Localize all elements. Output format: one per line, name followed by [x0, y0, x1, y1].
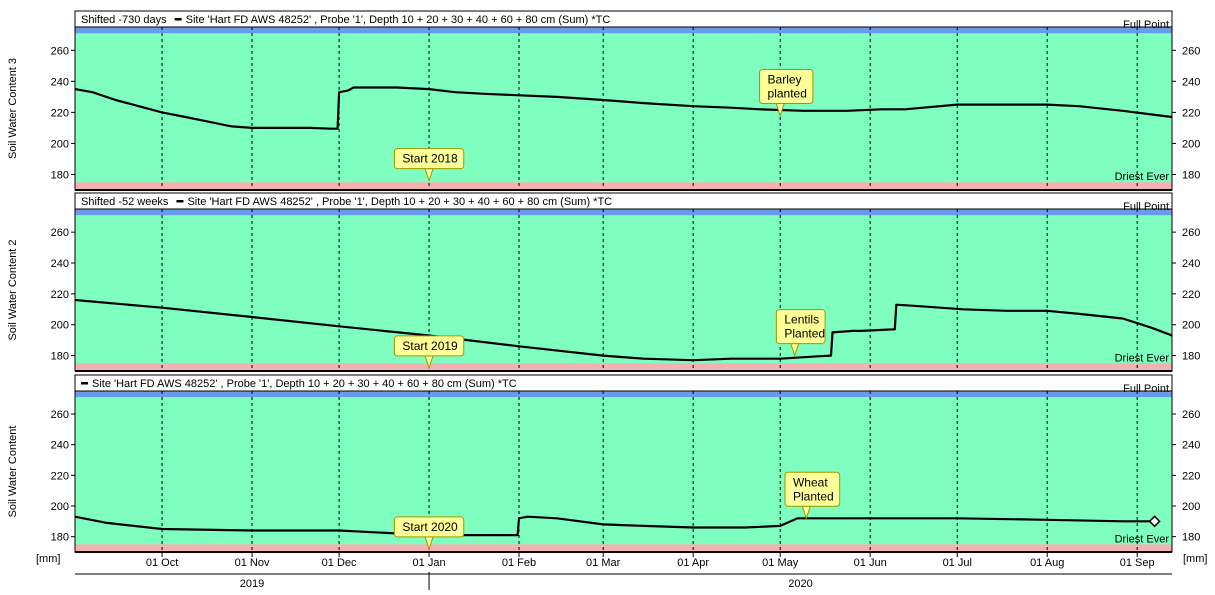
legend-line-swatch	[81, 382, 88, 385]
unit-label-right: [mm]	[1183, 553, 1207, 565]
legend-label: Site 'Hart FD AWS 48252' , Probe '1', De…	[92, 378, 517, 390]
legend-label: Site 'Hart FD AWS 48252' , Probe '1', De…	[187, 196, 612, 208]
annotation-label: planted	[768, 86, 807, 100]
driest-ever-band	[75, 544, 1172, 552]
y-tick-label-right: 260	[1182, 45, 1200, 57]
y-axis-label: Soil Water Content 2	[7, 239, 19, 340]
annotation-box	[775, 309, 826, 345]
annotation-label: Planted	[793, 489, 834, 503]
x-tick-label: 01 May	[762, 557, 799, 569]
legend-line-swatch	[176, 200, 184, 203]
x-tick-label: 01 Nov	[235, 557, 270, 569]
driest-ever-band	[75, 363, 1172, 371]
full-point-label: Full Point	[1123, 383, 1169, 395]
full-point-label: Full Point	[1123, 19, 1169, 31]
chart-panel-2: Shifted -52 weeks Site 'Hart FD AWS 48252…	[7, 192, 1200, 372]
y-tick-label-right: 200	[1182, 501, 1200, 513]
year-label: 2020	[788, 578, 812, 590]
header-shift-label: Shifted -730 days	[81, 14, 167, 26]
y-tick-label-left: 260	[51, 227, 69, 239]
full-point-label: Full Point	[1123, 201, 1169, 213]
y-tick-label-left: 240	[51, 76, 69, 88]
annotation-box	[393, 148, 465, 170]
annotation-box	[393, 335, 465, 357]
driest-ever-label: Driest Ever	[1115, 533, 1170, 545]
driest-ever-label: Driest Ever	[1115, 171, 1170, 183]
annotation-label: Lentils	[784, 313, 819, 327]
driest-ever-label: Driest Ever	[1115, 352, 1170, 364]
y-tick-label-left: 260	[51, 409, 69, 421]
x-tick-label: 01 Jul	[943, 557, 972, 569]
y-tick-label-left: 200	[51, 320, 69, 332]
y-tick-label-left: 260	[51, 45, 69, 57]
y-tick-label-left: 220	[51, 107, 69, 119]
x-tick-label: 01 Mar	[586, 557, 621, 569]
y-tick-label-right: 260	[1182, 409, 1200, 421]
end-marker	[1148, 515, 1161, 528]
annotation-label: Planted	[784, 327, 825, 341]
y-tick-label-right: 220	[1182, 107, 1200, 119]
y-tick-label-left: 180	[51, 351, 69, 363]
x-tick-label: 01 Aug	[1030, 557, 1064, 569]
y-tick-label-left: 180	[51, 532, 69, 544]
series-line	[74, 86, 1173, 130]
legend-line-swatch	[174, 18, 182, 21]
driest-ever-band	[75, 182, 1172, 190]
annotation-box	[393, 516, 465, 538]
y-tick-label-left: 220	[51, 470, 69, 482]
y-tick-label-right: 200	[1182, 320, 1200, 332]
x-tick-label: 01 Sep	[1120, 557, 1155, 569]
x-tick-label: 01 Apr	[677, 557, 709, 569]
plot-area	[75, 27, 1172, 190]
x-tick-label: 01 Feb	[502, 557, 536, 569]
plot-area	[75, 391, 1172, 552]
plot-area	[75, 209, 1172, 371]
x-tick-label: 01 Oct	[146, 557, 178, 569]
y-tick-label-right: 200	[1182, 138, 1200, 150]
y-tick-label-right: 220	[1182, 289, 1200, 301]
y-axis-label: Soil Water Content 3	[7, 58, 19, 159]
y-tick-label-left: 200	[51, 138, 69, 150]
y-tick-label-left: 180	[51, 169, 69, 181]
y-tick-label-left: 240	[51, 440, 69, 452]
annotation-box	[759, 68, 814, 104]
annotation-label: Start 2020	[402, 520, 458, 534]
full-point-band	[75, 209, 1172, 216]
series-line	[74, 515, 1155, 537]
y-axis-label: Soil Water Content	[7, 426, 19, 518]
full-point-band	[75, 27, 1172, 34]
year-label: 2019	[240, 578, 264, 590]
y-tick-label-left: 220	[51, 289, 69, 301]
y-tick-label-left: 240	[51, 258, 69, 270]
x-axis: 01 Oct 01 Nov 01 Dec 01 Jan 01 Feb 01 Mar 01 A…	[75, 552, 1172, 590]
annotation-label: Wheat	[793, 475, 828, 489]
legend-label: Site 'Hart FD AWS 48252' , Probe '1', De…	[186, 14, 611, 26]
y-tick-label-right: 220	[1182, 470, 1200, 482]
annotation-label: Start 2019	[402, 339, 458, 353]
annotation-box	[784, 471, 841, 507]
full-point-band	[75, 391, 1172, 398]
y-tick-label-right: 240	[1182, 440, 1200, 452]
annotation-label: Start 2018	[402, 152, 458, 166]
y-tick-label-right: 240	[1182, 258, 1200, 270]
y-tick-label-right: 180	[1182, 169, 1200, 181]
header-shift-label: Shifted -52 weeks	[81, 196, 169, 208]
y-tick-label-right: 180	[1182, 351, 1200, 363]
y-tick-label-left: 200	[51, 501, 69, 513]
chart-panel-3: Site 'Hart FD AWS 48252' , Probe '1', De…	[7, 374, 1200, 553]
x-tick-label: 01 Jun	[854, 557, 887, 569]
unit-label-left: [mm]	[36, 553, 60, 565]
y-tick-label-right: 260	[1182, 227, 1200, 239]
x-tick-label: 01 Dec	[322, 557, 357, 569]
chart-panel-1: Shifted -730 days Site 'Hart FD AWS 48252…	[7, 10, 1200, 191]
y-tick-label-right: 240	[1182, 76, 1200, 88]
x-tick-label: 01 Jan	[413, 557, 446, 569]
annotation-label: Barley	[768, 72, 802, 86]
y-tick-label-right: 180	[1182, 532, 1200, 544]
